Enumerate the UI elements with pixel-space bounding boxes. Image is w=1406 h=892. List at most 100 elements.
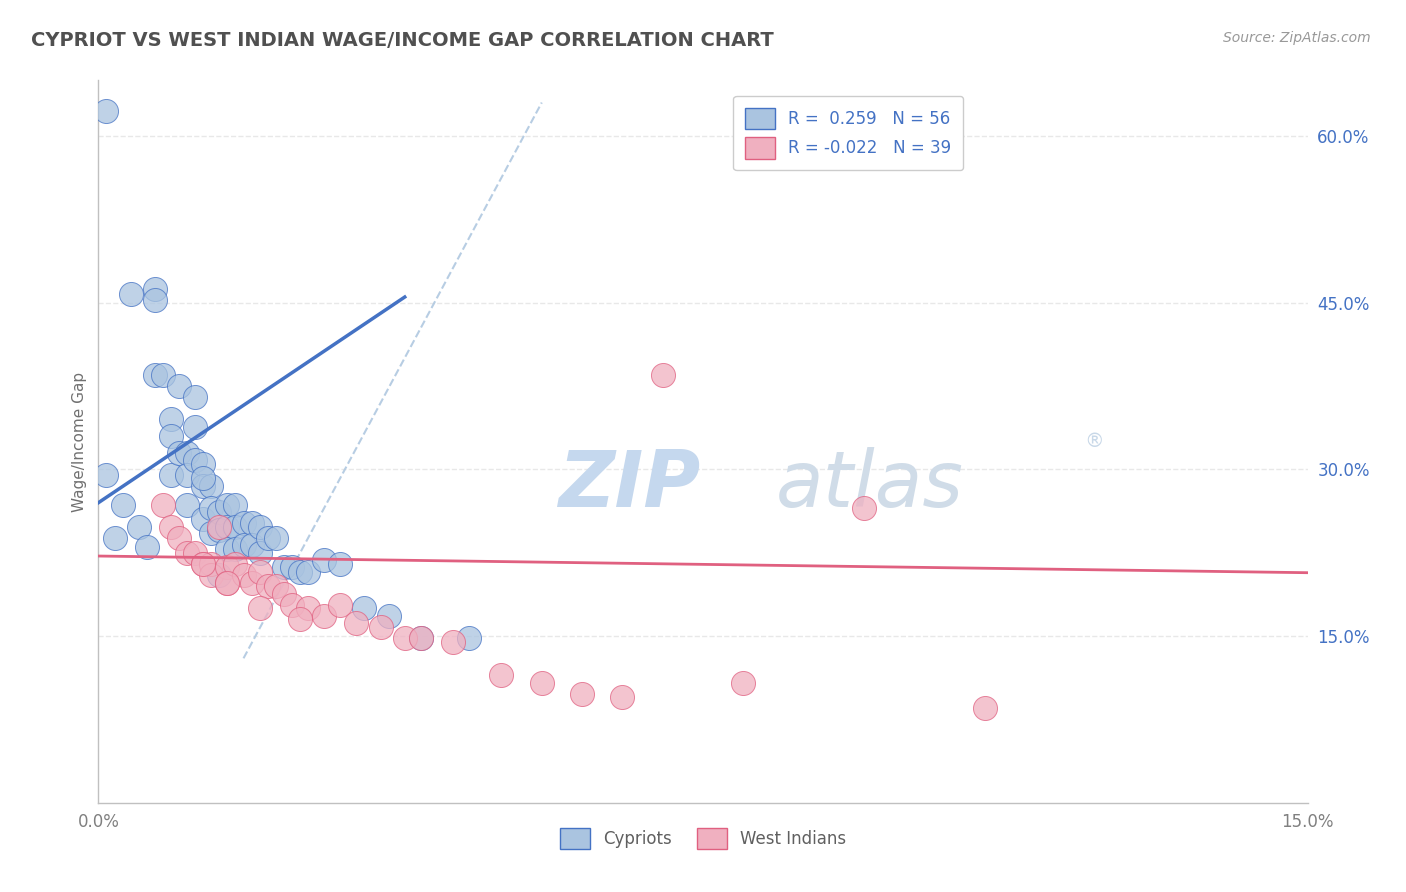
Point — [193, 512, 215, 526]
Point — [530, 675, 553, 690]
Point — [256, 531, 278, 545]
Point — [240, 538, 263, 552]
Point — [111, 498, 134, 512]
Point — [103, 531, 125, 545]
Point — [240, 575, 263, 590]
Point — [193, 471, 215, 485]
Point — [160, 467, 183, 482]
Text: ZIP: ZIP — [558, 447, 700, 523]
Text: Source: ZipAtlas.com: Source: ZipAtlas.com — [1223, 31, 1371, 45]
Text: CYPRIOT VS WEST INDIAN WAGE/INCOME GAP CORRELATION CHART: CYPRIOT VS WEST INDIAN WAGE/INCOME GAP C… — [31, 31, 773, 50]
Point — [193, 457, 215, 471]
Point — [143, 282, 166, 296]
Point — [184, 390, 207, 404]
Point — [264, 579, 287, 593]
Point — [217, 520, 239, 534]
Point — [143, 368, 166, 382]
Point — [256, 579, 278, 593]
Point — [176, 498, 198, 512]
Point — [232, 568, 254, 582]
Text: ®: ® — [1084, 432, 1104, 451]
Point — [344, 615, 367, 630]
Point — [200, 525, 222, 540]
Point — [193, 479, 215, 493]
Point — [249, 601, 271, 615]
Point — [208, 505, 231, 519]
Point — [184, 453, 207, 467]
Point — [176, 467, 198, 482]
Point — [491, 668, 513, 682]
Point — [200, 557, 222, 571]
Point — [184, 420, 207, 434]
Point — [167, 445, 190, 459]
Point — [96, 104, 118, 119]
Point — [249, 565, 271, 579]
Point — [224, 557, 246, 571]
Point — [314, 609, 336, 624]
Point — [240, 516, 263, 530]
Point — [128, 520, 150, 534]
Point — [394, 632, 416, 646]
Point — [409, 632, 432, 646]
Point — [249, 520, 271, 534]
Point — [152, 368, 174, 382]
Point — [135, 540, 157, 554]
Point — [441, 634, 464, 648]
Point — [273, 587, 295, 601]
Point — [143, 293, 166, 308]
Point — [217, 560, 239, 574]
Point — [353, 601, 375, 615]
Point — [160, 412, 183, 426]
Point — [297, 601, 319, 615]
Point — [184, 546, 207, 560]
Point — [208, 568, 231, 582]
Point — [217, 498, 239, 512]
Point — [458, 632, 481, 646]
Point — [217, 542, 239, 557]
Point — [733, 675, 755, 690]
Point — [288, 565, 311, 579]
Point — [651, 368, 673, 382]
Point — [217, 575, 239, 590]
Point — [329, 557, 352, 571]
Point — [370, 620, 392, 634]
Point — [208, 520, 231, 534]
Point — [314, 553, 336, 567]
Point — [273, 560, 295, 574]
Point — [200, 568, 222, 582]
Point — [96, 467, 118, 482]
Point — [612, 690, 634, 705]
Y-axis label: Wage/Income Gap: Wage/Income Gap — [72, 371, 87, 512]
Point — [193, 557, 215, 571]
Point — [377, 609, 399, 624]
Legend: Cypriots, West Indians: Cypriots, West Indians — [553, 822, 853, 856]
Point — [281, 560, 304, 574]
Point — [200, 479, 222, 493]
Point — [288, 612, 311, 626]
Point — [232, 538, 254, 552]
Point — [224, 498, 246, 512]
Point — [152, 498, 174, 512]
Point — [160, 520, 183, 534]
Point — [281, 598, 304, 612]
Point — [200, 501, 222, 516]
Point — [224, 520, 246, 534]
Text: atlas: atlas — [776, 447, 963, 523]
Point — [853, 501, 876, 516]
Point — [208, 524, 231, 538]
Point — [297, 565, 319, 579]
Point — [264, 531, 287, 545]
Point — [224, 542, 246, 557]
Point — [249, 546, 271, 560]
Point — [120, 286, 142, 301]
Point — [176, 445, 198, 459]
Point — [571, 687, 593, 701]
Point — [329, 598, 352, 612]
Point — [167, 379, 190, 393]
Point — [232, 516, 254, 530]
Point — [176, 546, 198, 560]
Point — [193, 557, 215, 571]
Point — [217, 575, 239, 590]
Point — [409, 632, 432, 646]
Point — [974, 701, 997, 715]
